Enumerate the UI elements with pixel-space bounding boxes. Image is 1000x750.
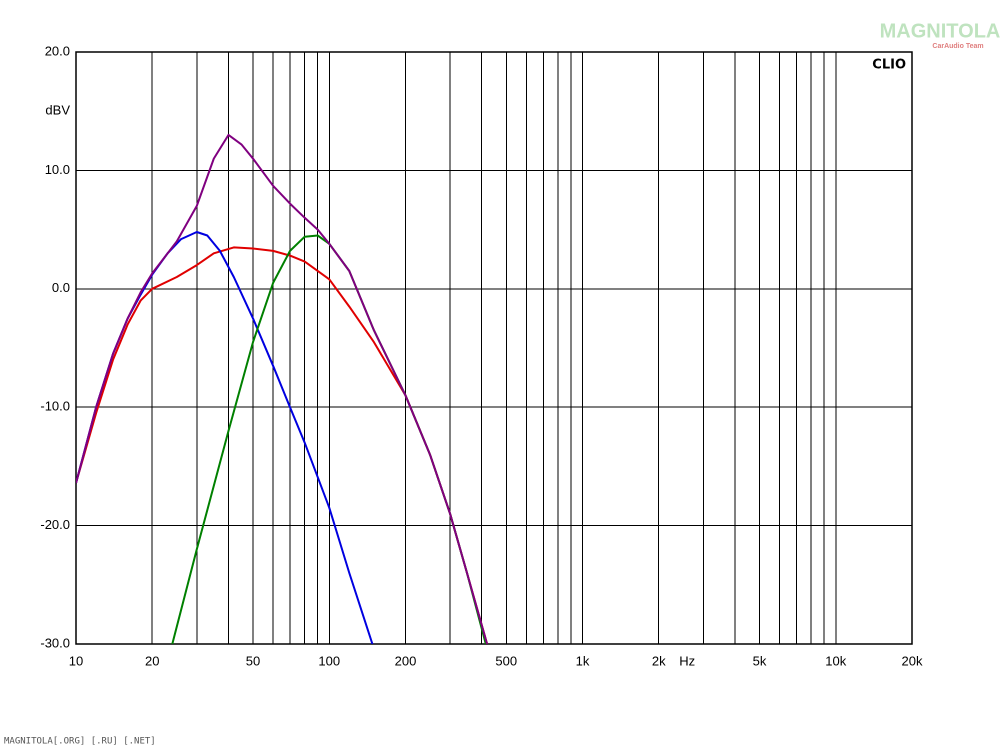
plot-frame — [75, 51, 913, 645]
y-tick-label: 20.0 — [45, 43, 70, 58]
x-tick-label: 5k — [753, 653, 767, 668]
watermark-sub: CarAudio Team — [932, 43, 983, 50]
y-tick-label: -20.0 — [40, 517, 70, 532]
y-tick-label: 0.0 — [52, 280, 70, 295]
x-tick-label: 50 — [246, 653, 260, 668]
x-tick-label: 500 — [495, 653, 517, 668]
watermark: MAGNITOLA — [880, 20, 1000, 42]
line-series — [76, 231, 374, 644]
x-tick-label: 20 — [145, 653, 159, 668]
plot-lines — [76, 133, 489, 644]
x-tick-label: 10 — [69, 653, 83, 668]
footer: MAGNITOLA[.ORG] [.RU] [.NET] — [4, 737, 156, 747]
x-tick-label: 20k — [902, 653, 923, 668]
y-axis-label: dBV — [45, 103, 70, 118]
x-axis-label: Hz — [679, 653, 695, 668]
y-tick-label: -30.0 — [40, 635, 70, 650]
x-tick-label: 100 — [318, 653, 340, 668]
x-tick-label: 1k — [576, 653, 590, 668]
y-tick-label: 10.0 — [45, 162, 70, 177]
x-tick-label: 2k — [652, 653, 666, 668]
y-tick-label: -10.0 — [40, 399, 70, 414]
line-series — [76, 133, 489, 644]
x-tick-label: 10k — [825, 653, 846, 668]
brand-label: CLIO — [872, 58, 906, 73]
x-tick-label: 200 — [395, 653, 417, 668]
